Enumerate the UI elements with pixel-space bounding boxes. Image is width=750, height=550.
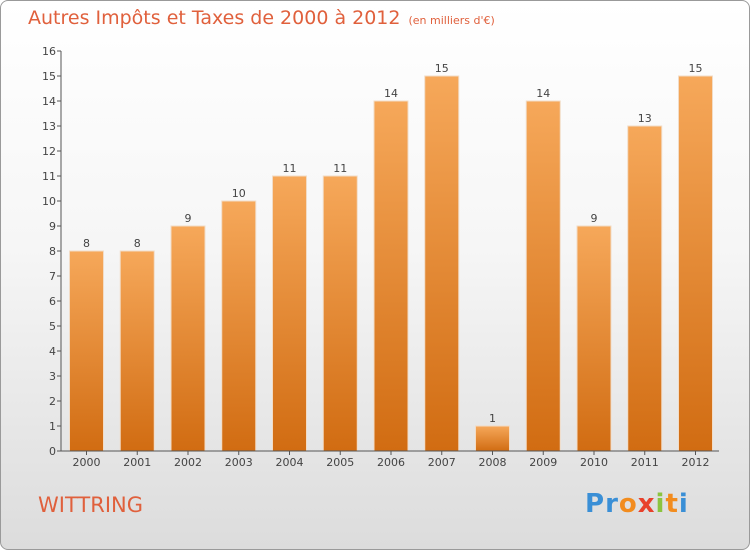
data-label: 8 <box>134 237 141 250</box>
x-tick-label: 2001 <box>123 456 151 469</box>
y-tick-label: 10 <box>42 195 56 208</box>
x-tick-label: 2005 <box>326 456 354 469</box>
x-tick-label: 2002 <box>174 456 202 469</box>
data-label: 13 <box>638 112 652 125</box>
bar-2004 <box>272 175 307 452</box>
y-tick-label: 6 <box>49 295 56 308</box>
bar-2002 <box>170 225 206 452</box>
y-tick-label: 1 <box>49 420 56 433</box>
x-tick-label: 2004 <box>276 456 304 469</box>
data-label: 10 <box>232 187 246 200</box>
x-tick-label: 2007 <box>428 456 456 469</box>
bar-2012 <box>678 75 713 452</box>
data-label: 8 <box>83 237 90 250</box>
bars-layer: 8 8 9 10 11 11 14 15 1 14 9 13 15 <box>69 62 713 452</box>
x-tick-label: 2006 <box>377 456 405 469</box>
brand-letter: i <box>678 489 689 519</box>
bar-2000 <box>69 250 104 452</box>
brand-letter: i <box>655 489 666 519</box>
y-tick-label: 2 <box>49 395 56 408</box>
bar-2005 <box>322 175 358 452</box>
y-tick-label: 12 <box>42 145 56 158</box>
y-tick-label: 7 <box>49 270 56 283</box>
y-tick-label: 15 <box>42 70 56 83</box>
y-tick-label: 3 <box>49 370 56 383</box>
data-label: 11 <box>283 162 297 175</box>
data-label: 15 <box>435 62 449 75</box>
chart-title: Autres Impôts et Taxes de 2000 à 2012 <box>28 7 401 29</box>
bar-2003 <box>221 200 257 452</box>
data-label: 11 <box>333 162 347 175</box>
y-tick-label: 9 <box>49 220 56 233</box>
brand-letter: r <box>605 489 619 519</box>
brand-letter: t <box>665 489 679 519</box>
y-tick-label: 16 <box>42 45 56 58</box>
x-tick-label: 2010 <box>580 456 608 469</box>
y-tick-label: 4 <box>49 345 56 358</box>
y-tick-label: 8 <box>49 245 56 258</box>
bar-2009 <box>525 100 561 452</box>
bar-2008 <box>475 425 510 452</box>
y-tick-label: 5 <box>49 320 56 333</box>
y-tick-label: 11 <box>42 170 56 183</box>
y-tick-label: 13 <box>42 120 56 133</box>
brand-letter: o <box>618 489 638 519</box>
x-tick-label: 2000 <box>73 456 101 469</box>
bar-2011 <box>627 125 663 452</box>
bar-2010 <box>576 225 612 452</box>
x-tick-label: 2012 <box>682 456 710 469</box>
brand-letter: x <box>637 489 656 519</box>
title-row: Autres Impôts et Taxes de 2000 à 2012 (en… <box>28 7 495 29</box>
data-label: 14 <box>384 87 398 100</box>
data-label: 1 <box>489 412 496 425</box>
bar-2007 <box>424 75 460 452</box>
x-tick-label: 2011 <box>631 456 659 469</box>
brand-logo: Proxiti <box>585 489 689 519</box>
x-tick-label: 2008 <box>479 456 507 469</box>
bar-2006 <box>373 100 409 452</box>
x-tick-label: 2003 <box>225 456 253 469</box>
data-label: 9 <box>591 212 598 225</box>
brand-letter: P <box>585 489 606 519</box>
commune-name: WITTRING <box>38 493 144 517</box>
y-tick-label: 0 <box>49 445 56 458</box>
chart-unit: (en milliers d'€) <box>408 14 495 27</box>
x-tick-label: 2009 <box>529 456 557 469</box>
data-label: 14 <box>536 87 550 100</box>
bar-2001 <box>119 250 155 452</box>
data-label: 9 <box>185 212 192 225</box>
data-label: 15 <box>689 62 703 75</box>
y-tick-label: 14 <box>42 95 56 108</box>
